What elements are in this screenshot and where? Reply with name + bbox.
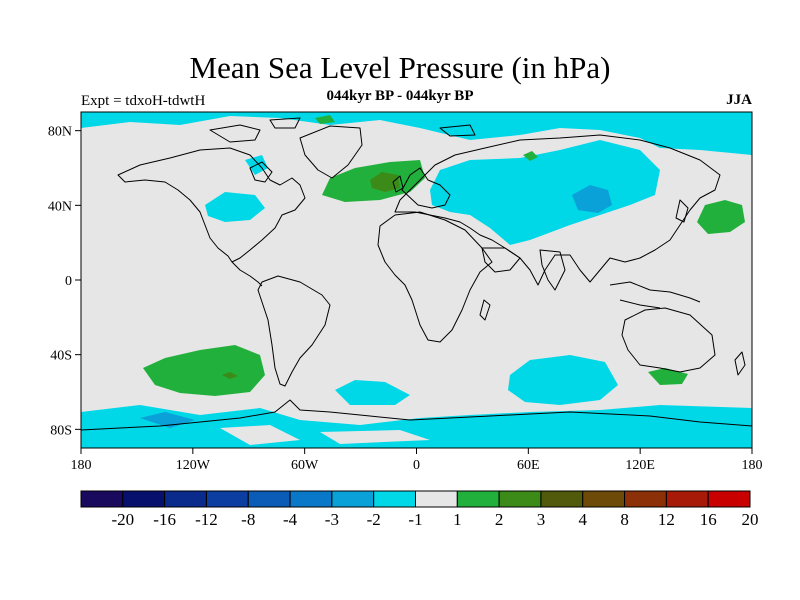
x-tick-label: 120W bbox=[176, 458, 211, 473]
colorbar-swatch bbox=[456, 490, 500, 508]
colorbar-swatch bbox=[624, 490, 667, 508]
hudson-bay-coastline bbox=[249, 161, 273, 183]
colorbar-label: 2 bbox=[495, 510, 504, 529]
colorbar-swatch bbox=[122, 490, 166, 508]
colorbar-label: -1 bbox=[408, 510, 422, 529]
colorbar-label: -4 bbox=[283, 510, 298, 529]
colorbar-label: -2 bbox=[367, 510, 381, 529]
colorbar-label: 4 bbox=[579, 510, 588, 529]
y-tick-label: 40S bbox=[50, 349, 72, 364]
central-america-coastline bbox=[231, 261, 263, 287]
colorbar-label: -12 bbox=[195, 510, 218, 529]
antarctic-gray-patch-2 bbox=[320, 430, 430, 444]
north-atlantic-strong-positive bbox=[370, 172, 400, 192]
colorbar-label: -16 bbox=[153, 510, 176, 529]
x-tick-label: 60W bbox=[291, 458, 319, 473]
colorbar-swatch bbox=[205, 490, 249, 508]
map-area: 180 120W 60W 0 60E 120E 180 80N 40N 0 40S 80S bbox=[48, 111, 763, 473]
arctic-islands-coastline bbox=[209, 117, 476, 143]
plot-title: Mean Sea Level Pressure (in hPa) bbox=[189, 50, 611, 85]
x-tick-label: 120E bbox=[625, 458, 655, 473]
colorbar-label: -20 bbox=[111, 510, 134, 529]
colorbar-swatch bbox=[80, 490, 124, 508]
eurasia-negative-region bbox=[430, 140, 660, 245]
y-tick-label: 80S bbox=[50, 423, 72, 438]
x-tick-label: 180 bbox=[742, 458, 763, 473]
colorbar-swatch bbox=[247, 490, 291, 508]
y-tick-label: 0 bbox=[65, 274, 72, 289]
colorbar-swatch bbox=[331, 490, 375, 508]
y-tick-label: 40N bbox=[48, 199, 72, 214]
australia-coastline bbox=[621, 307, 716, 373]
greenland-coastline bbox=[299, 125, 363, 179]
coastlines bbox=[81, 117, 752, 431]
x-tick-label: 180 bbox=[71, 458, 92, 473]
x-tick-label: 0 bbox=[413, 458, 420, 473]
colorbar-label: 12 bbox=[658, 510, 675, 529]
colorbar-swatch bbox=[707, 490, 751, 508]
british-isles-coastline bbox=[392, 175, 404, 193]
colorbar-swatch bbox=[498, 490, 542, 508]
japan-coastline bbox=[675, 199, 689, 223]
colorbar-label: -8 bbox=[241, 510, 255, 529]
pressure-anomaly-fields bbox=[81, 112, 752, 448]
south-pacific-strong-positive bbox=[222, 372, 238, 379]
y-axis-ticks: 80N 40N 0 40S 80S bbox=[48, 125, 81, 438]
arctic-negative-band bbox=[81, 112, 752, 155]
x-axis-ticks: 180 120W 60W 0 60E 120E 180 bbox=[71, 448, 763, 473]
y-tick-label: 80N bbox=[48, 125, 72, 140]
colorbar-label: -3 bbox=[325, 510, 339, 529]
plot-subtitle: 044kyr BP - 044kyr BP bbox=[326, 88, 474, 104]
colorbar-label: 3 bbox=[537, 510, 546, 529]
north-america-coastline bbox=[117, 147, 306, 263]
colorbar-swatch bbox=[373, 490, 416, 508]
southeast-asia-islands bbox=[609, 281, 701, 309]
colorbar-swatch bbox=[289, 490, 333, 508]
colorbar: -20 -16 -12 -8 -4 -3 -2 -1 1 2 3 4 8 12 16 20 bbox=[80, 490, 759, 529]
colorbar-label: 20 bbox=[742, 510, 759, 529]
season-label: JJA bbox=[726, 92, 752, 108]
southern-ocean-negative-atlantic bbox=[335, 380, 410, 405]
colorbar-swatch bbox=[582, 490, 626, 508]
antarctic-gray-patch-1 bbox=[220, 425, 300, 445]
southern-ocean-negative-indian bbox=[508, 355, 618, 405]
europe-coastline-detail bbox=[401, 167, 451, 209]
experiment-label: Expt = tdxoH-tdwtH bbox=[81, 93, 206, 109]
north-america-negative bbox=[205, 192, 265, 222]
x-tick-label: 60E bbox=[517, 458, 540, 473]
colorbar-swatch bbox=[415, 490, 458, 508]
north-pacific-positive bbox=[697, 200, 745, 234]
colorbar-swatch bbox=[164, 490, 207, 508]
colorbar-swatch bbox=[665, 490, 709, 508]
south-pacific-positive bbox=[143, 345, 265, 396]
siberia-positive-patch bbox=[523, 151, 538, 161]
arabia-coastline bbox=[481, 247, 521, 273]
south-america-coastline bbox=[257, 275, 331, 387]
new-zealand-coastline bbox=[734, 351, 746, 376]
antarctica-coastline bbox=[81, 399, 752, 431]
eurasia-coastline bbox=[394, 134, 721, 286]
colorbar-label: 16 bbox=[700, 510, 717, 529]
africa-coastline bbox=[377, 211, 493, 343]
colorbar-label: 1 bbox=[453, 510, 462, 529]
india-coastline bbox=[539, 249, 566, 291]
colorbar-swatch bbox=[540, 490, 584, 508]
central-asia-strong-negative bbox=[572, 185, 612, 213]
colorbar-label: 8 bbox=[620, 510, 629, 529]
arctic-positive-patch bbox=[315, 115, 335, 124]
south-indian-positive bbox=[648, 368, 688, 385]
madagascar-coastline bbox=[479, 299, 491, 321]
